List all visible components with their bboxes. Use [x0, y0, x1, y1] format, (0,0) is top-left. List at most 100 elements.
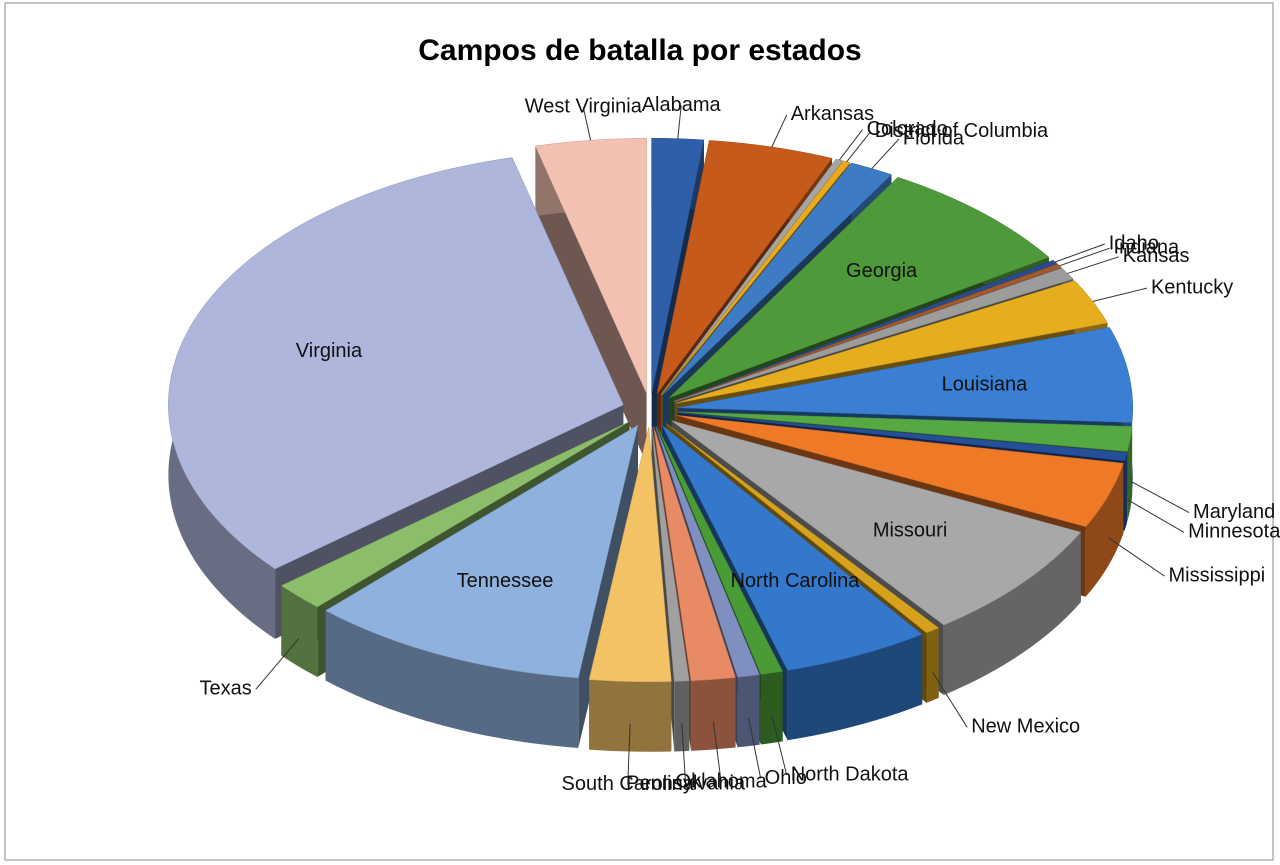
leader-line: [681, 723, 687, 785]
slice-outer-face: [589, 679, 672, 752]
slice-top: [677, 412, 1128, 462]
slice-label: Texas: [200, 678, 252, 700]
leader-line: [1125, 498, 1185, 533]
slice-top: [662, 162, 892, 396]
slice: [325, 424, 639, 679]
slice: [168, 157, 624, 570]
leader-line: [1092, 287, 1148, 302]
slice-top: [168, 157, 624, 570]
slice: [655, 426, 760, 678]
slice-label: Ohio: [765, 767, 807, 789]
slice-outer-face: [691, 677, 736, 751]
leader-line: [712, 721, 722, 783]
slice-outer-face: [926, 627, 939, 703]
slice-label: Georgia: [846, 260, 918, 282]
slice-label: Idaho: [1109, 232, 1159, 254]
slice-top: [655, 426, 760, 678]
slice-label: Florida: [903, 127, 965, 149]
slice-outer-face: [1124, 452, 1128, 531]
slice-label: Missouri: [873, 519, 947, 541]
slice-label: Minnesota: [1188, 521, 1280, 543]
leader-line: [677, 105, 682, 139]
slice: [662, 162, 892, 396]
slice: [656, 426, 784, 675]
slice-top: [666, 423, 940, 634]
slice-label: West Virginia: [525, 96, 643, 118]
slice-top: [661, 424, 923, 671]
slice: [671, 420, 1082, 626]
slice: [535, 138, 647, 394]
slice: [673, 259, 1058, 402]
slice: [651, 426, 690, 682]
slice: [677, 327, 1134, 423]
slice-top: [535, 138, 647, 394]
slice-outer-face: [674, 680, 690, 752]
slice: [677, 412, 1128, 462]
slice-top: [677, 411, 1133, 452]
slice: [677, 411, 1133, 452]
slice-outer-face: [943, 532, 1081, 696]
leader-line: [871, 138, 900, 169]
leader-line: [1059, 247, 1110, 267]
slice-outer-face: [737, 674, 760, 748]
slice-label: Pennsylvania: [626, 773, 746, 795]
slice-outer-face: [281, 585, 318, 677]
slice: [669, 177, 1050, 399]
slice-outer-face: [787, 634, 923, 741]
slice-label: District of Columbia: [875, 120, 1049, 142]
slice-top: [669, 177, 1050, 399]
slice-outer-face: [1085, 463, 1124, 597]
leader-line: [627, 723, 631, 785]
slice-outer-face: [1127, 426, 1133, 522]
slice-label: South Carolina: [562, 773, 695, 795]
slice: [653, 426, 736, 682]
slice-label: Oklahoma: [676, 771, 768, 793]
slice-radial-face: [535, 146, 647, 464]
leader-line: [255, 638, 300, 690]
slice-label: Alabama: [642, 94, 722, 116]
leader-line: [771, 714, 788, 776]
slice-label: North Carolina: [730, 570, 860, 592]
slice-label: Indiana: [1114, 236, 1180, 258]
leader-line: [846, 131, 872, 163]
slice-top: [280, 421, 630, 608]
slice-label: Maryland: [1193, 501, 1275, 523]
leader-line: [839, 129, 864, 161]
slice-top: [675, 280, 1108, 404]
slice-label: Tennessee: [457, 570, 554, 592]
slice-label: Mississippi: [1169, 564, 1266, 586]
slice-top: [588, 426, 672, 683]
slice-top: [325, 424, 639, 679]
slice-top: [676, 415, 1124, 528]
slice-label: Virginia: [296, 340, 363, 362]
leader-line: [1130, 480, 1190, 513]
slice-top: [656, 426, 784, 675]
slice: [280, 421, 630, 608]
slice-top: [673, 259, 1058, 402]
leader-line: [771, 114, 788, 148]
slice-top: [653, 426, 736, 682]
slice-outer-face: [760, 671, 783, 745]
slice-label: Arkansas: [791, 103, 874, 125]
slice: [661, 424, 923, 671]
slice-label: Colorado: [867, 118, 948, 140]
slice: [666, 423, 940, 634]
leader-line: [1054, 243, 1105, 263]
slice-outer-face: [325, 610, 579, 748]
leader-line: [582, 107, 592, 141]
slice-top: [651, 426, 690, 682]
leader-line: [1067, 256, 1119, 274]
chart-title: Campos de batalla por estados: [418, 34, 861, 67]
slice-top: [677, 327, 1134, 423]
slice-label: Louisiana: [942, 373, 1029, 395]
slice: [588, 426, 672, 683]
leader-line: [1108, 537, 1165, 577]
slice-label: North Dakota: [791, 763, 910, 785]
slice: [676, 415, 1124, 528]
slice-tops: [168, 137, 1134, 683]
slice-label: New Mexico: [971, 716, 1080, 738]
slice-label: Kentucky: [1151, 276, 1233, 298]
leader-line: [932, 672, 968, 728]
